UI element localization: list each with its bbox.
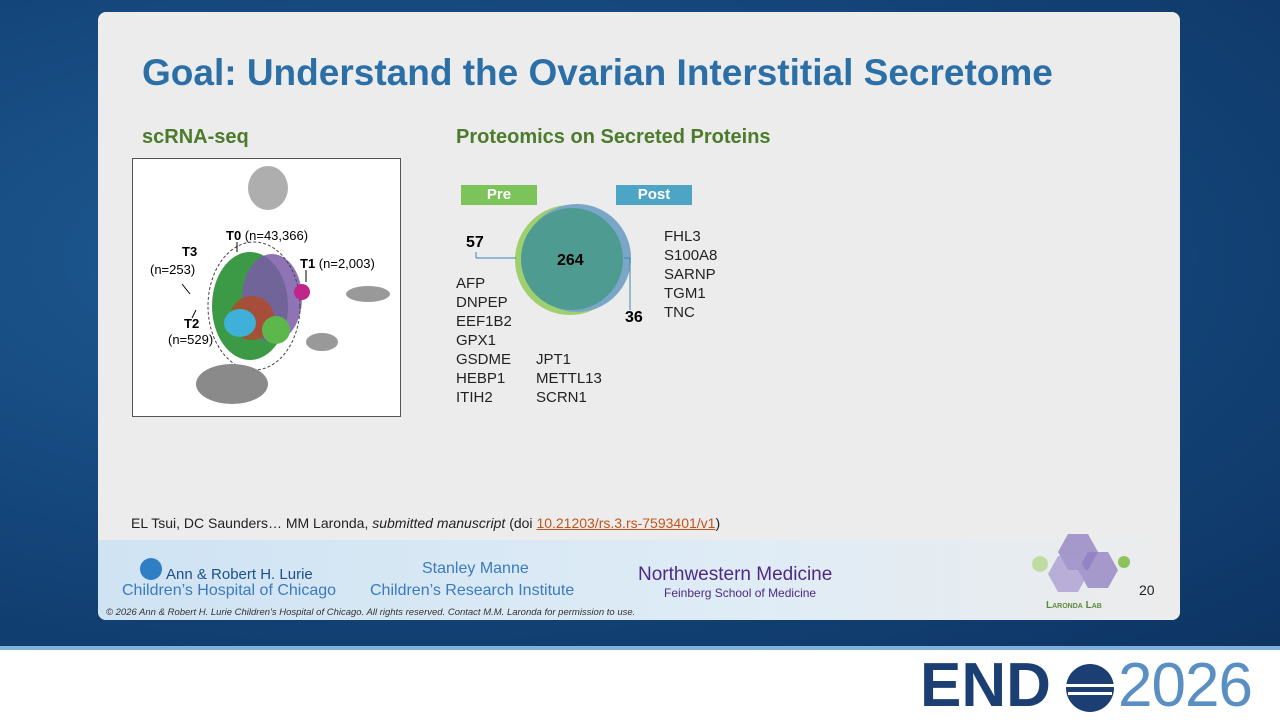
cluster-name: T1	[300, 256, 315, 271]
cluster	[262, 316, 290, 344]
lurie-line1: Ann & Robert H. Lurie	[166, 566, 313, 583]
footer-band	[98, 540, 1180, 620]
cluster-name: T3	[182, 244, 197, 259]
citation: EL Tsui, DC Saunders… MM Laronda, submit…	[131, 515, 720, 531]
cluster-name: T2	[184, 316, 199, 331]
doi-open: (doi	[509, 515, 533, 531]
shared-count: 264	[557, 252, 584, 269]
cluster	[248, 166, 288, 210]
banner: END 2026	[0, 646, 1280, 724]
slide: Goal: Understand the Ovarian Interstitia…	[98, 12, 1180, 620]
cluster-count: (n=43,366)	[245, 228, 308, 243]
umap-label: T0 (n=43,366)	[226, 228, 308, 243]
protein: GPX1	[456, 332, 497, 349]
cluster	[196, 364, 268, 404]
protein: EEF1B2	[456, 313, 512, 330]
brand-left: END	[920, 651, 1051, 720]
status: submitted manuscript	[372, 515, 506, 531]
left-heading: scRNA-seq	[142, 126, 249, 148]
overlap	[521, 208, 623, 310]
lurie-line2: Children’s Hospital of Chicago	[122, 582, 337, 599]
right-heading: Proteomics on Secreted Proteins	[456, 126, 771, 148]
protein: AFP	[456, 275, 486, 292]
copyright: © 2026 Ann & Robert H. Lurie Children's …	[106, 607, 636, 618]
protein: SCRN1	[536, 389, 587, 406]
protein: SARNP	[664, 266, 716, 283]
cluster-name: T0	[226, 228, 241, 243]
post-tag: Post	[616, 185, 692, 205]
t1-cluster	[294, 284, 310, 300]
cluster-count: (n=529)	[168, 332, 213, 347]
umap-plot: T0 (n=43,366) T3 (n=253) T1 (n=2,003) T2…	[132, 158, 401, 417]
protein: FHL3	[664, 228, 701, 245]
nm-line2: Feinberg School of Medicine	[664, 586, 817, 600]
protein: METTL13	[536, 370, 602, 387]
lab-name: Laronda Lab	[1046, 600, 1102, 611]
authors: EL Tsui, DC Saunders… MM Laronda,	[131, 515, 369, 531]
doi-close: )	[715, 515, 721, 531]
cluster-count: (n=2,003)	[319, 256, 375, 271]
cluster	[306, 333, 338, 351]
protein: TNC	[664, 304, 695, 321]
brand-globe	[1066, 664, 1114, 712]
pointer	[181, 283, 191, 295]
protein: GSDME	[456, 351, 512, 368]
protein: HEBP1	[456, 370, 506, 387]
pre-tag: Pre	[461, 185, 537, 205]
pointer	[191, 309, 197, 319]
protein: TGM1	[664, 285, 706, 302]
cluster-count: (n=253)	[150, 262, 195, 277]
protein: JPT1	[536, 351, 572, 368]
cluster	[224, 309, 256, 337]
protein: DNPEP	[456, 294, 508, 311]
protein: ITIH2	[456, 389, 493, 406]
venn	[475, 204, 631, 315]
slide-title: Goal: Understand the Ovarian Interstitia…	[142, 52, 1053, 93]
doi-link[interactable]: 10.21203/rs.3.rs-7593401/v1	[536, 515, 716, 531]
cluster	[346, 286, 390, 302]
brand-right: 2026	[1118, 651, 1253, 720]
nm-line1: Northwestern Medicine	[638, 564, 833, 585]
lab-logo	[1032, 534, 1130, 592]
manne-line2: Children’s Research Institute	[370, 582, 575, 599]
umap-label: T1 (n=2,003)	[300, 256, 375, 271]
protein: S100A8	[664, 247, 718, 264]
lurie-icon	[140, 558, 162, 580]
page-number: 20	[1139, 582, 1155, 598]
pre-count: 57	[466, 234, 484, 251]
post-count: 36	[625, 309, 643, 326]
manne-line1: Stanley Manne	[422, 560, 529, 577]
